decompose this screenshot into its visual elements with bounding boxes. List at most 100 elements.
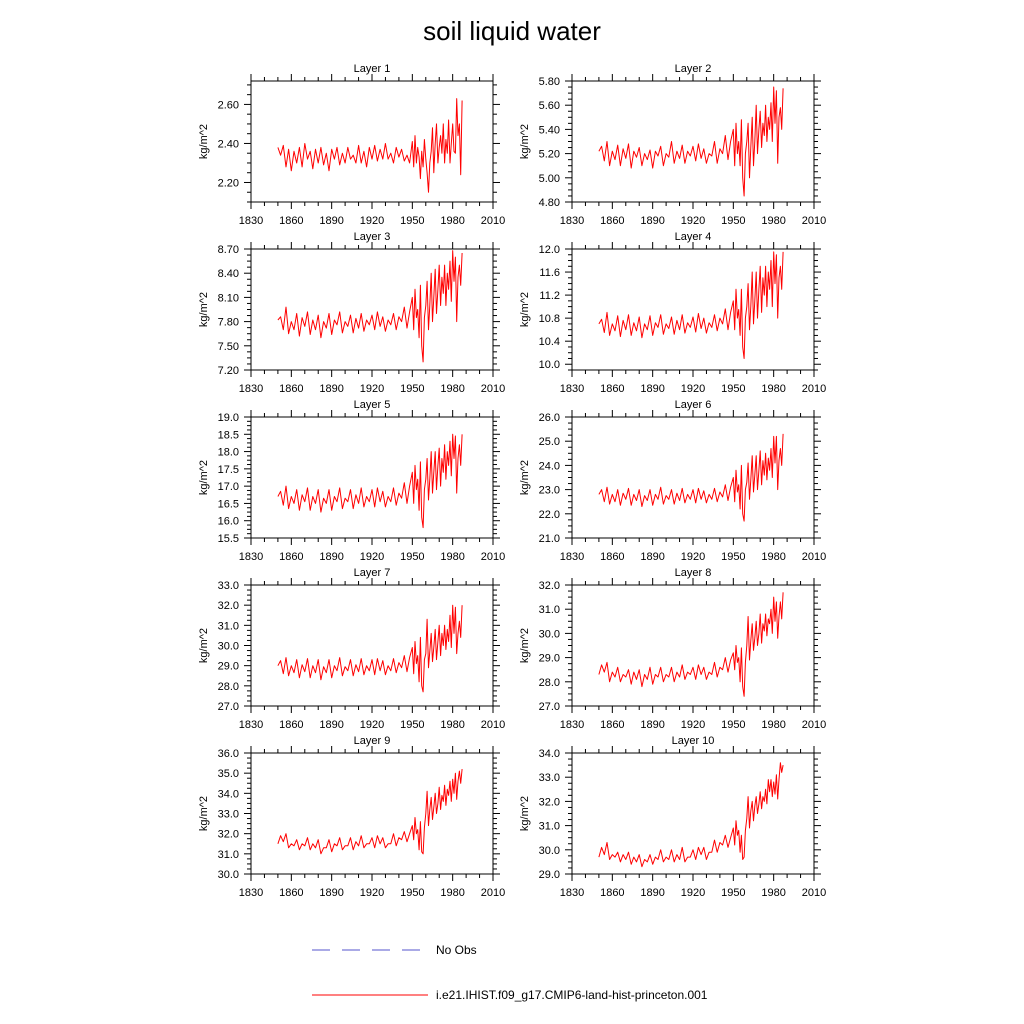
y-tick-label: 34.0: [539, 748, 560, 760]
y-tick-label: 31.0: [539, 604, 560, 616]
x-tick-label: 1950: [721, 215, 745, 227]
y-tick-label: 21.0: [539, 533, 560, 545]
x-tick-label: 1830: [239, 551, 263, 563]
y-tick-label: 7.80: [218, 317, 239, 329]
y-tick-label: 26.0: [539, 412, 560, 424]
x-tick-label: 1890: [640, 215, 664, 227]
x-tick-label: 1920: [681, 215, 705, 227]
x-tick-label: 1890: [319, 551, 343, 563]
x-tick-label: 1950: [400, 215, 424, 227]
y-tick-label: 8.70: [218, 244, 239, 256]
y-tick-label: 15.5: [218, 533, 239, 545]
plot-frame: [250, 752, 494, 875]
y-tick-label: 5.40: [539, 124, 560, 136]
y-tick-label: 30.0: [218, 641, 239, 653]
chart-panel-layer-6: Layer 6 kg/m^2 21.0 22.0 23.0 24.0 25.0 26.0 183…: [519, 399, 826, 563]
x-tick-label: 1890: [319, 887, 343, 899]
y-tick-label: 30.0: [218, 869, 239, 881]
x-tick-label: 2010: [481, 719, 505, 731]
x-tick-label: 1890: [640, 719, 664, 731]
x-tick-label: 1980: [440, 887, 464, 899]
x-tick-label: 1950: [400, 887, 424, 899]
x-tick-label: 1830: [239, 887, 263, 899]
chart-panel-layer-3: Layer 3 kg/m^2 7.20 7.50 7.80 8.10 8.40 8.70 183…: [198, 231, 505, 395]
chart-panel-layer-4: Layer 4 kg/m^2 10.0 10.4 10.8 11.2 11.6 12.0 183…: [519, 231, 826, 395]
x-tick-label: 1950: [721, 383, 745, 395]
y-tick-label: 34.0: [218, 788, 239, 800]
x-tick-label: 1920: [360, 719, 384, 731]
panel-title: Layer 4: [675, 231, 712, 243]
chart-panel-layer-7: Layer 7 kg/m^2 27.0 28.0 29.0 30.0 31.0 32.0 33.…: [198, 567, 505, 731]
y-tick-label: 32.0: [218, 829, 239, 841]
chart-panel-layer-5: Layer 5 kg/m^2 15.5 16.0 16.5 17.0 17.5 18.0 18.…: [198, 399, 505, 563]
x-tick-label: 1980: [761, 383, 785, 395]
x-tick-label: 1920: [360, 383, 384, 395]
x-tick-label: 1980: [761, 551, 785, 563]
y-tick-label: 2.40: [218, 138, 239, 150]
panel-title: Layer 1: [354, 63, 391, 75]
series-line: [598, 433, 784, 522]
y-tick-label: 23.0: [539, 485, 560, 497]
y-tick-label: 11.6: [539, 267, 560, 279]
plot-frame: [571, 752, 815, 875]
panel-title: Layer 5: [354, 399, 391, 411]
chart-panel-layer-10: Layer 10 kg/m^2 29.0 30.0 31.0 32.0 33.0 34.0 18…: [519, 735, 826, 899]
y-tick-label: 31.0: [218, 620, 239, 632]
y-tick-label: 27.0: [539, 701, 560, 713]
x-tick-label: 1890: [640, 887, 664, 899]
x-tick-label: 2010: [802, 551, 826, 563]
x-tick-label: 1860: [600, 887, 624, 899]
series-line: [277, 98, 463, 193]
series-line: [598, 592, 784, 697]
x-tick-label: 1890: [319, 215, 343, 227]
x-tick-label: 1950: [721, 887, 745, 899]
x-tick-label: 1830: [560, 719, 584, 731]
legend-model-label: i.e21.IHIST.f09_g17.CMIP6-land-hist-prin…: [436, 988, 708, 1002]
y-tick-label: 17.0: [218, 481, 239, 493]
y-tick-label: 2.20: [218, 177, 239, 189]
y-tick-label: 36.0: [218, 748, 239, 760]
y-tick-label: 7.20: [218, 365, 239, 377]
y-tick-label: 18.5: [218, 429, 239, 441]
y-tick-label: 32.0: [539, 580, 560, 592]
y-tick-label: 8.40: [218, 268, 239, 280]
x-tick-label: 1860: [279, 887, 303, 899]
y-tick-label: 2.60: [218, 99, 239, 111]
x-tick-label: 1890: [640, 383, 664, 395]
x-tick-label: 2010: [481, 887, 505, 899]
x-tick-label: 2010: [481, 215, 505, 227]
x-tick-label: 1950: [400, 383, 424, 395]
y-tick-label: 33.0: [218, 580, 239, 592]
x-tick-label: 2010: [802, 383, 826, 395]
y-tick-label: 30.0: [539, 845, 560, 857]
x-tick-label: 1920: [360, 551, 384, 563]
panel-title: Layer 8: [675, 567, 712, 579]
y-tick-label: 10.0: [539, 359, 560, 371]
chart-panel-layer-1: Layer 1 kg/m^2 2.20 2.40 2.60 1830 1860 1890 192…: [198, 63, 505, 227]
y-tick-label: 31.0: [539, 821, 560, 833]
x-tick-label: 1980: [440, 215, 464, 227]
legend-no-obs-label: No Obs: [436, 943, 477, 957]
x-tick-label: 1830: [560, 887, 584, 899]
x-tick-label: 1950: [400, 719, 424, 731]
y-tick-label: 29.0: [539, 653, 560, 665]
x-tick-label: 1920: [360, 887, 384, 899]
y-tick-label: 17.5: [218, 464, 239, 476]
panel-title: Layer 10: [672, 735, 715, 747]
panels-grid: Layer 1 kg/m^2 2.20 2.40 2.60 1830 1860 1890 192…: [198, 63, 826, 899]
figure-title: soil liquid water: [423, 16, 601, 46]
x-tick-label: 1950: [721, 551, 745, 563]
x-tick-label: 2010: [481, 383, 505, 395]
y-tick-label: 4.80: [539, 197, 560, 209]
y-tick-label: 28.0: [539, 677, 560, 689]
y-axis-label: kg/m^2: [519, 124, 531, 159]
x-tick-label: 1860: [279, 551, 303, 563]
y-tick-label: 35.0: [218, 768, 239, 780]
chart-panel-layer-2: Layer 2 kg/m^2 4.80 5.00 5.20 5.40 5.60 5.80 183…: [519, 63, 826, 227]
y-tick-label: 11.2: [539, 290, 560, 302]
x-tick-label: 1890: [319, 719, 343, 731]
y-axis-label: kg/m^2: [519, 460, 531, 495]
y-axis-label: kg/m^2: [198, 292, 210, 327]
y-tick-label: 24.0: [539, 460, 560, 472]
